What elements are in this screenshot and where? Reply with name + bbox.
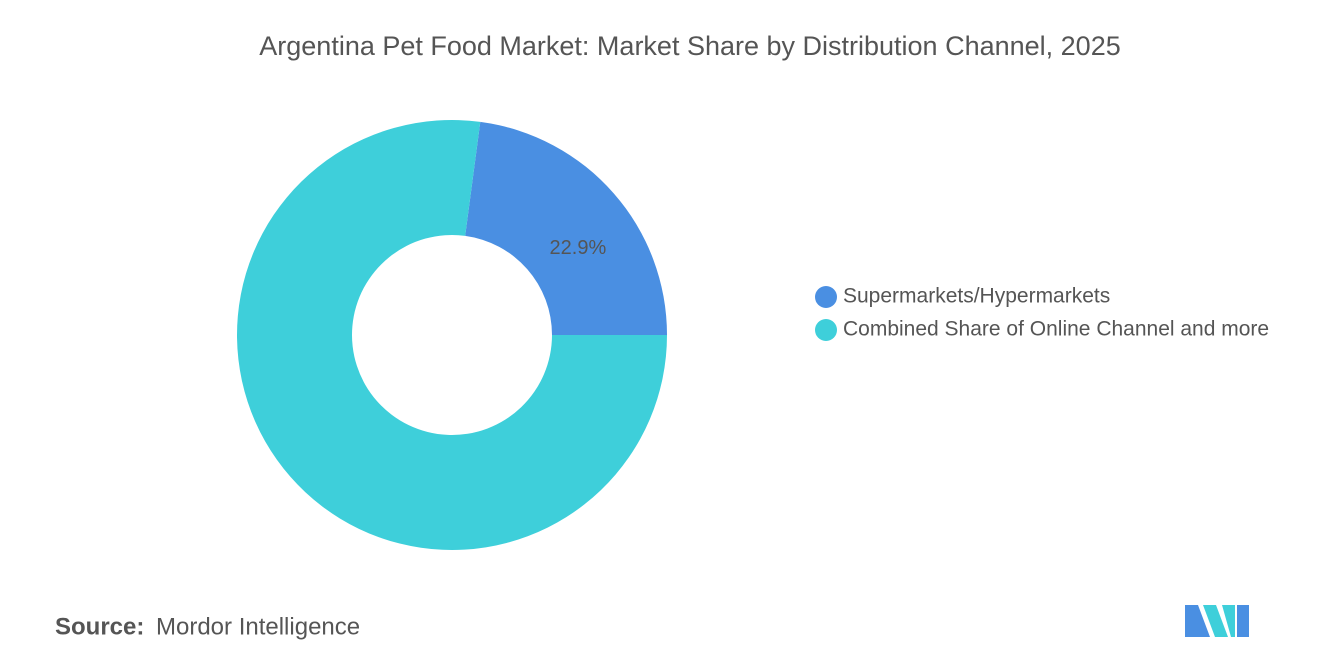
legend-marker: [815, 319, 837, 341]
source: Mordor Intelligence: [156, 613, 360, 640]
chart-title: Argentina Pet Food Market: Market Share …: [259, 31, 1120, 61]
logo: [1185, 605, 1249, 637]
source-label: Source:: [55, 613, 144, 640]
legend-label: Supermarkets/Hypermarkets: [843, 285, 1110, 308]
legend-marker: [815, 286, 837, 308]
slice: [237, 119, 668, 550]
slice: [465, 121, 667, 335]
legend-label: Combined Share of Online Channel and mor…: [843, 318, 1269, 341]
value-label: 22.9%: [550, 237, 607, 259]
